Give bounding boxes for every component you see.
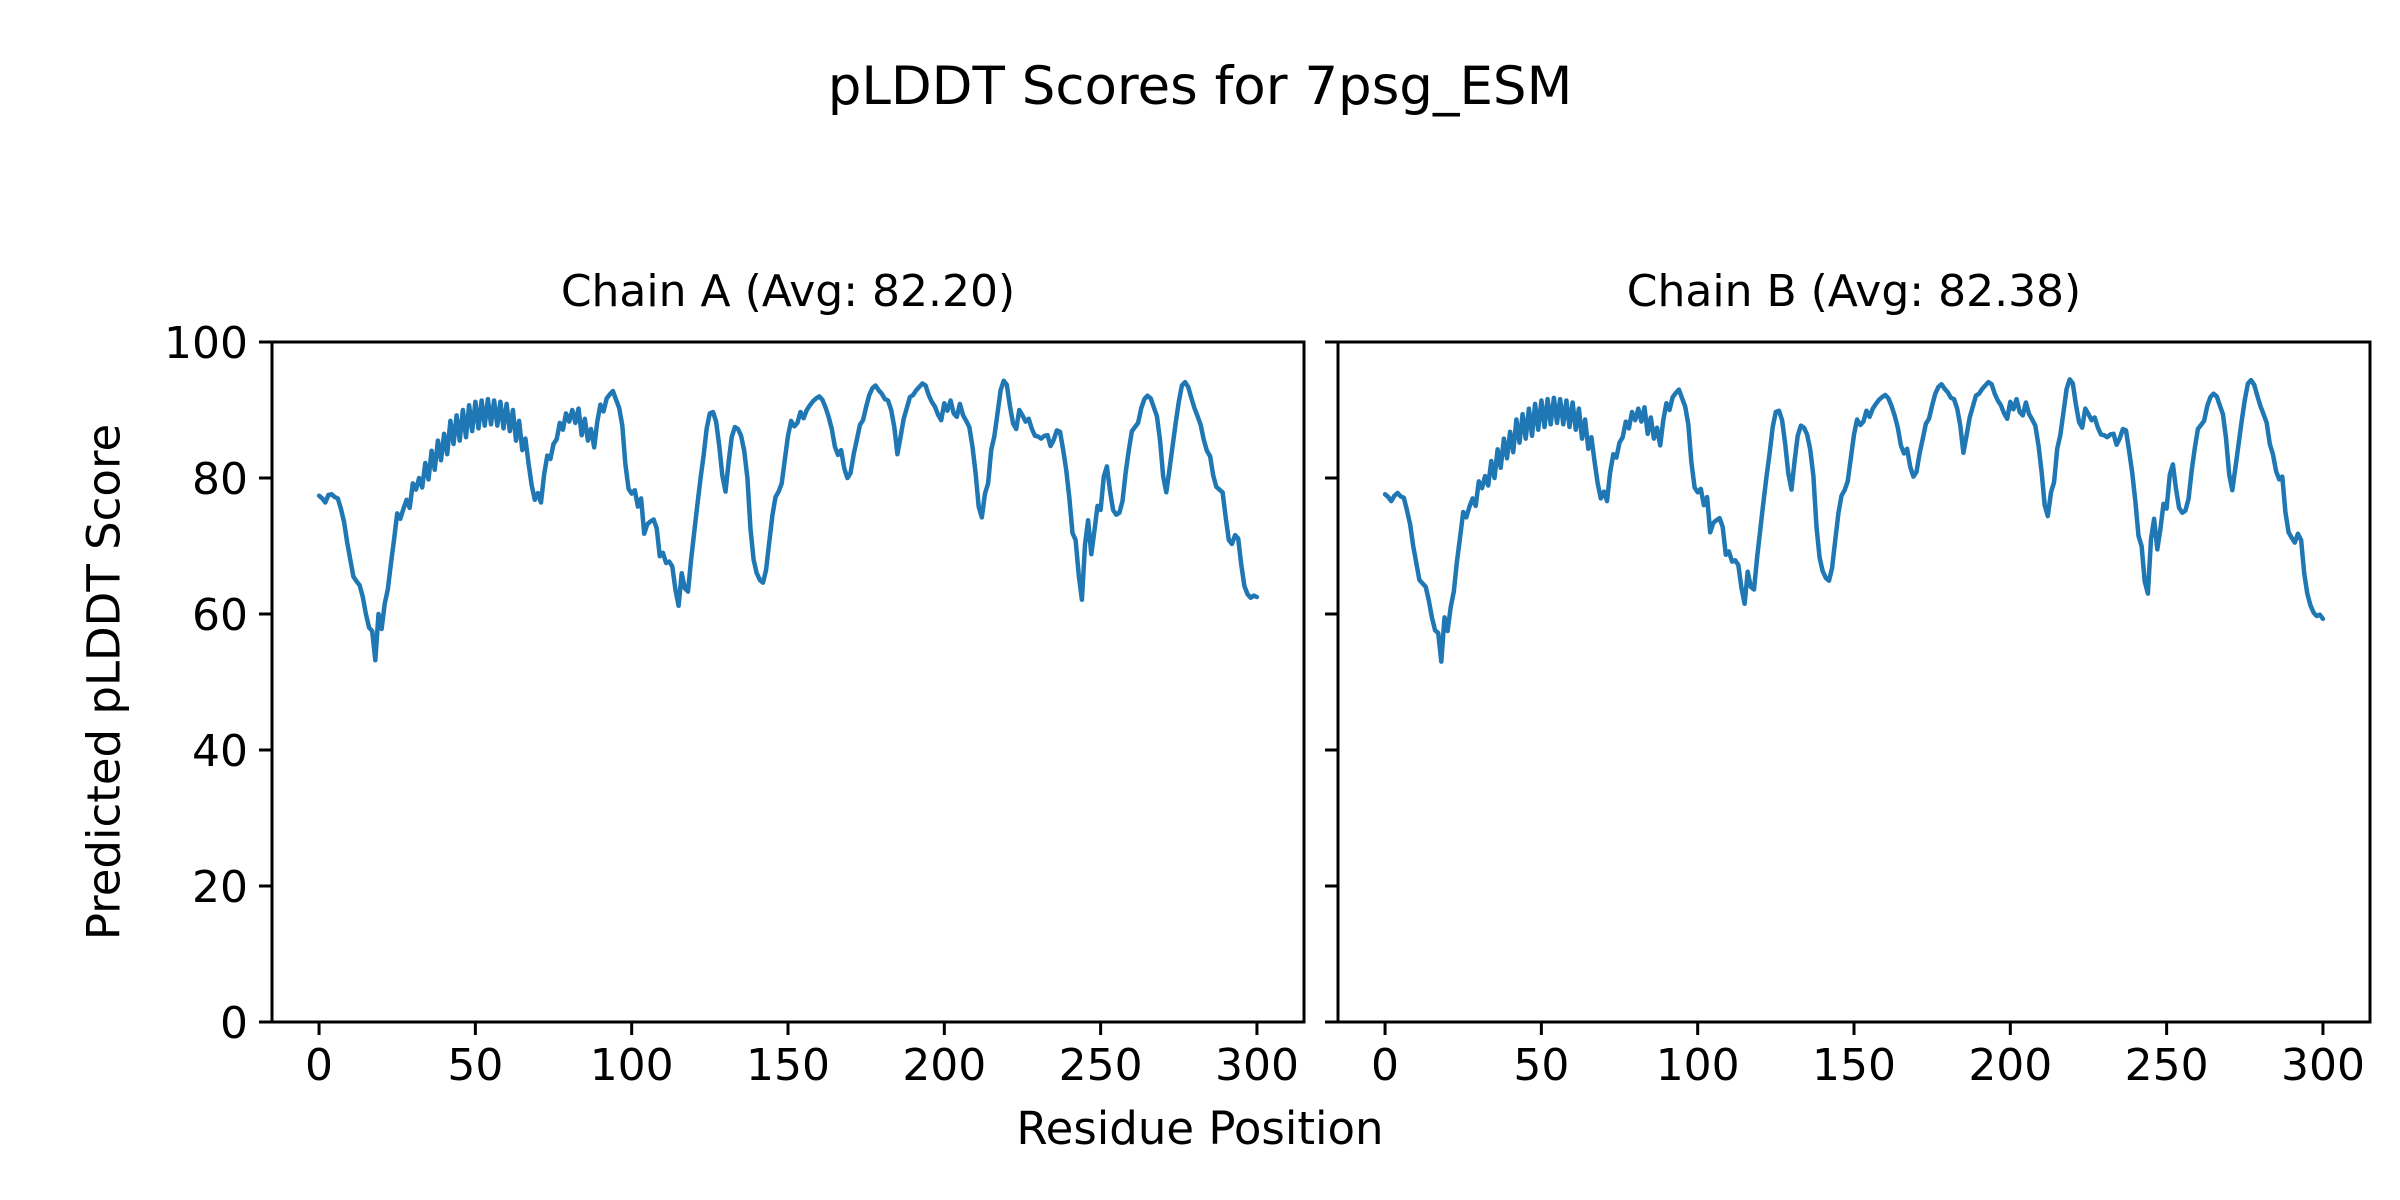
x-tick-label: 150: [1812, 1040, 1896, 1091]
x-tick-label: 100: [1656, 1040, 1740, 1091]
y-tick-label: 60: [192, 590, 248, 641]
plddt-line: [316, 378, 1260, 663]
axes-spines: [1336, 340, 2372, 1024]
x-tick-label: 50: [447, 1040, 503, 1091]
y-tick-label: 0: [220, 998, 248, 1049]
x-tick-label: 50: [1513, 1040, 1569, 1091]
x-tick-label: 0: [305, 1040, 333, 1091]
figure-title: pLDDT Scores for 7psg_ESM: [827, 56, 1573, 117]
y-tick-label: 40: [192, 726, 248, 777]
y-axis-label: Predicted pLDDT Score: [77, 423, 131, 941]
x-tick-label: 200: [1968, 1040, 2052, 1091]
x-axis-label: Residue Position: [1016, 1102, 1384, 1155]
y-tick-label: 100: [164, 318, 248, 369]
x-tick-label: 300: [2281, 1040, 2365, 1091]
y-tick-label: 80: [192, 454, 248, 505]
chain-b-plot: 0 50 100 150 200 250 300: [1325, 340, 2372, 1091]
x-tick-label: 150: [746, 1040, 830, 1091]
chain-a-title: Chain A (Avg: 82.20): [560, 266, 1016, 317]
x-tick-label: 0: [1371, 1040, 1399, 1091]
x-tick-label: 100: [590, 1040, 674, 1091]
y-tick-label: 20: [192, 862, 248, 913]
x-tick-label: 200: [902, 1040, 986, 1091]
x-tick-label: 250: [2125, 1040, 2209, 1091]
x-tick-label: 250: [1059, 1040, 1143, 1091]
plddt-line: [1382, 377, 2326, 664]
chain-b-title: Chain B (Avg: 82.38): [1626, 266, 2082, 317]
axes-spines: [270, 340, 1306, 1024]
chain-a-plot: 0 50 100 150 200 250 300 0 20 40 60 80 100: [164, 318, 1306, 1091]
x-tick-label: 300: [1215, 1040, 1299, 1091]
